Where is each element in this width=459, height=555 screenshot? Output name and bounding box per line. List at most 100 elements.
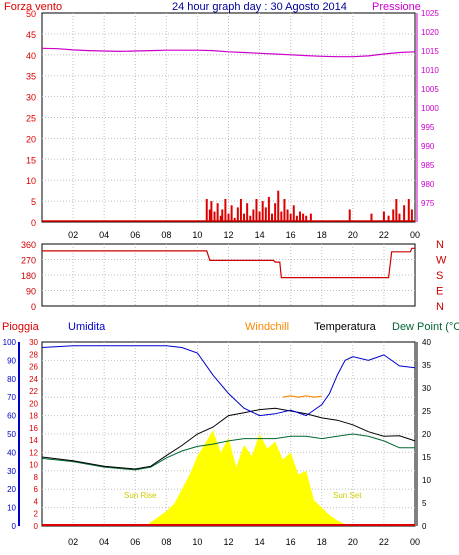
dewpoint-legend: Dew Point (°C bbox=[392, 321, 459, 333]
direction-tick-label: 270 bbox=[21, 256, 36, 266]
humidity-tick-label: 50 bbox=[7, 430, 16, 439]
compass-label: W bbox=[436, 255, 447, 267]
humidity-tick-label: 40 bbox=[7, 448, 16, 457]
time-tick-label: 20 bbox=[348, 230, 358, 240]
time-tick-label: 08 bbox=[161, 230, 171, 240]
rain-tick-label: 16 bbox=[29, 424, 38, 433]
pressure-tick-label: 1005 bbox=[421, 85, 439, 94]
time-tick-label: 12 bbox=[223, 537, 233, 547]
time-tick-label: 18 bbox=[317, 230, 327, 240]
time-tick-label: 02 bbox=[68, 537, 78, 547]
humidity-line bbox=[41, 345, 416, 417]
pressure-tick-label: 990 bbox=[421, 142, 435, 151]
rain-axis-title: Pioggia bbox=[2, 321, 40, 333]
wind-tick-label: 40 bbox=[26, 51, 36, 61]
rain-tick-label: 2 bbox=[34, 510, 39, 519]
direction-tick-label: 0 bbox=[31, 302, 36, 312]
rain-tick-label: 30 bbox=[29, 338, 38, 347]
wind-direction-line bbox=[42, 247, 415, 279]
wind-direction-grid bbox=[42, 244, 415, 306]
temperature-tick-label: 25 bbox=[422, 407, 431, 416]
temperature-tick-label: 0 bbox=[422, 522, 427, 531]
wind-tick-label: 20 bbox=[26, 134, 36, 144]
sunset-label: Sun Set bbox=[333, 491, 362, 500]
time-tick-label: 14 bbox=[255, 537, 265, 547]
time-axis-bottom: 02 04 06 08 10 12 14 16 18 20 22 00 bbox=[68, 537, 420, 547]
time-tick-label: 04 bbox=[99, 537, 109, 547]
direction-tick-label: 90 bbox=[26, 287, 36, 297]
dewpoint-line bbox=[41, 433, 415, 471]
wind-tick-label: 30 bbox=[26, 93, 36, 103]
compass-label: N bbox=[436, 301, 444, 313]
windchill-line bbox=[282, 395, 322, 398]
pressure-tick-label: 1020 bbox=[421, 28, 439, 37]
time-tick-label: 14 bbox=[255, 230, 265, 240]
temperature-tick-label: 10 bbox=[422, 476, 431, 485]
temperature-tick-label: 40 bbox=[422, 338, 431, 347]
temperature-line bbox=[41, 407, 416, 470]
pressure-tick-label: 1025 bbox=[421, 9, 439, 18]
rain-tick-label: 24 bbox=[29, 375, 38, 384]
humidity-tick-label: 0 bbox=[12, 522, 17, 531]
humidity-tick-label: 60 bbox=[7, 412, 16, 421]
rain-tick-label: 20 bbox=[29, 399, 38, 408]
temperature-tick-label: 20 bbox=[422, 430, 431, 439]
time-tick-label: 06 bbox=[130, 230, 140, 240]
time-tick-label: 06 bbox=[130, 537, 140, 547]
pressure-tick-label: 1000 bbox=[421, 104, 439, 113]
humidity-tick-label: 30 bbox=[7, 467, 16, 476]
rain-tick-label: 22 bbox=[29, 387, 38, 396]
humidity-tick-label: 20 bbox=[7, 485, 16, 494]
graph-title: 24 hour graph day : 30 Agosto 2014 bbox=[172, 1, 347, 13]
humidity-tick-label: 70 bbox=[7, 393, 16, 402]
pressure-axis: 975 980 985 990 995 1000 1005 1010 1015 1020 1025 bbox=[416, 9, 439, 222]
rain-tick-label: 18 bbox=[29, 412, 38, 421]
humidity-tick-label: 90 bbox=[7, 356, 16, 365]
wind-tick-label: 45 bbox=[26, 30, 36, 40]
time-tick-label: 10 bbox=[192, 537, 202, 547]
rain-tick-label: 28 bbox=[29, 350, 38, 359]
wind-tick-label: 35 bbox=[26, 72, 36, 82]
time-tick-label: 20 bbox=[348, 537, 358, 547]
wind-direction-axis: 0 90 180 270 360 bbox=[21, 240, 36, 312]
temperature-tick-label: 35 bbox=[422, 361, 431, 370]
wind-tick-label: 10 bbox=[26, 176, 36, 186]
time-tick-label: 00 bbox=[410, 230, 420, 240]
compass-label: N bbox=[436, 239, 444, 251]
time-tick-label: 10 bbox=[192, 230, 202, 240]
rain-tick-label: 6 bbox=[34, 485, 39, 494]
time-tick-label: 22 bbox=[379, 537, 389, 547]
wind-tick-label: 25 bbox=[26, 114, 36, 124]
humidity-tick-label: 10 bbox=[7, 504, 16, 513]
wind-tick-label: 15 bbox=[26, 155, 36, 165]
temperature-axis: 0 5 10 15 20 25 30 35 40 bbox=[416, 338, 431, 531]
pressure-axis-title: Pressione bbox=[372, 1, 421, 13]
temperature-legend: Temperatura bbox=[314, 321, 377, 333]
pressure-tick-label: 995 bbox=[421, 123, 435, 132]
wind-tick-label: 5 bbox=[31, 197, 36, 207]
rain-tick-label: 26 bbox=[29, 363, 38, 372]
temperature-tick-label: 15 bbox=[422, 453, 431, 462]
wind-speed-axis: 0 5 10 15 20 25 30 35 40 45 50 bbox=[26, 9, 36, 228]
pressure-tick-label: 1010 bbox=[421, 66, 439, 75]
time-tick-label: 04 bbox=[99, 230, 109, 240]
wind-pressure-grid bbox=[42, 13, 415, 222]
windchill-legend: Windchill bbox=[245, 321, 289, 333]
temperature-tick-label: 30 bbox=[422, 384, 431, 393]
time-tick-label: 18 bbox=[317, 537, 327, 547]
rain-tick-label: 8 bbox=[34, 473, 39, 482]
time-tick-label: 00 bbox=[410, 537, 420, 547]
solar-radiation-area bbox=[42, 430, 415, 526]
temperature-tick-label: 5 bbox=[422, 499, 427, 508]
pressure-line bbox=[41, 47, 416, 58]
time-tick-label: 12 bbox=[223, 230, 233, 240]
wind-tick-label: 0 bbox=[31, 218, 36, 228]
time-tick-label: 22 bbox=[379, 230, 389, 240]
rain-tick-label: 4 bbox=[34, 497, 39, 506]
wind-speed-bars bbox=[42, 190, 415, 222]
time-axis-top: 02 04 06 08 10 12 14 16 18 20 22 00 bbox=[68, 230, 420, 240]
